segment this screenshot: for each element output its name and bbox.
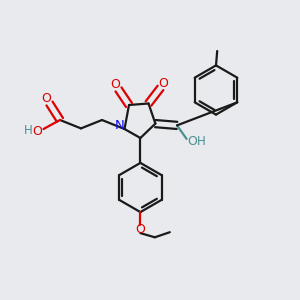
Text: H: H bbox=[23, 124, 32, 137]
Text: N: N bbox=[115, 119, 124, 132]
Text: O: O bbox=[136, 223, 145, 236]
Text: O: O bbox=[42, 92, 51, 105]
Text: O: O bbox=[111, 78, 120, 92]
Text: O: O bbox=[159, 77, 168, 90]
Text: O: O bbox=[32, 125, 42, 138]
Text: H: H bbox=[196, 135, 206, 148]
Text: O: O bbox=[188, 135, 197, 148]
